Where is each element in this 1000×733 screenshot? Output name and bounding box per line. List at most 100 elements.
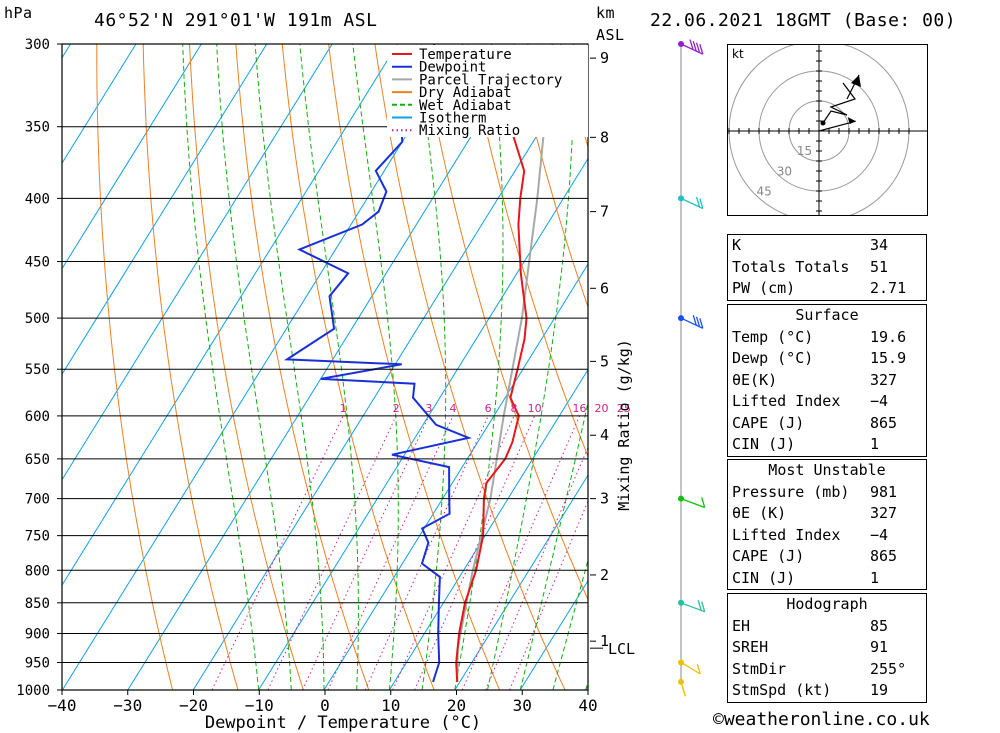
legend-background — [387, 45, 588, 137]
index-value: 981 — [870, 482, 898, 501]
mixing-ratio-line — [392, 415, 515, 690]
mixing-ratio-line — [327, 415, 454, 690]
index-value: 255° — [870, 659, 907, 678]
mixing-ratio-label: 4 — [449, 402, 456, 415]
dry-adiabat-line — [559, 44, 588, 149]
wet-adiabat-line — [552, 558, 588, 690]
mixing-ratio-label: 3 — [425, 402, 432, 415]
index-label: StmDir — [732, 659, 787, 678]
pressure-tick-label: 550 — [25, 362, 50, 378]
pressure-tick-label: 850 — [25, 596, 50, 612]
index-value: 85 — [870, 616, 889, 635]
mixing-ratio-label: 25 — [617, 402, 631, 415]
index-value: −4 — [870, 525, 889, 544]
hodograph-unit-label: kt — [732, 47, 744, 61]
hodograph-ring-label: 45 — [757, 184, 772, 198]
storm-motion-arrowhead — [847, 117, 856, 125]
pressure-tick-label: 700 — [25, 492, 50, 508]
isotherm-line — [62, 44, 398, 587]
km-tick-label: 2 — [600, 566, 609, 584]
legend-label: Mixing Ratio — [419, 123, 520, 139]
hodograph-table: Hodograph EH 85 SREH 91 StmDir 255° StmSpd (kt)… — [727, 593, 927, 703]
wind-barb-feather — [692, 315, 697, 326]
index-label: EH — [732, 616, 751, 635]
wet-adiabat-line — [182, 44, 260, 690]
most-unstable-table: Most Unstable Pressure (mb) 981 θE (K) 327 Li… — [727, 459, 927, 590]
pressure-tick-label: 400 — [25, 191, 50, 207]
pressure-tick-label: 600 — [25, 409, 50, 425]
km-tick-label: 7 — [600, 203, 609, 221]
dry-adiabat-line — [467, 44, 588, 458]
table-row: Totals Totals 51 — [728, 257, 927, 279]
mixing-ratio-label: 16 — [572, 402, 586, 415]
table-row: PW (cm) 2.71 — [728, 278, 927, 300]
wet-adiabat-line — [487, 44, 575, 690]
table-section-title: Hodograph — [786, 595, 868, 613]
index-value: −4 — [870, 392, 889, 410]
wet-adiabat-line — [519, 400, 588, 690]
table-row: CIN (J) 1 — [728, 568, 927, 590]
table-row: CAPE (J) 865 — [728, 546, 927, 568]
lcl-label: LCL — [608, 640, 635, 658]
temperature-tick-label: 10 — [381, 696, 400, 715]
index-value: 2.71 — [870, 279, 907, 297]
wet-adiabat-line — [216, 44, 292, 690]
wet-adiabat-line — [454, 44, 504, 690]
table-row: EH 85 — [728, 616, 927, 638]
table-row: CIN (J) 1 — [728, 434, 927, 456]
wind-barb-feather — [697, 600, 702, 611]
index-label: θE (K) — [732, 504, 787, 522]
wind-barb-feather — [695, 316, 701, 327]
km-tick-label: 8 — [600, 128, 609, 146]
mixing-ratio-line — [302, 415, 430, 690]
dry-adiabat-line — [235, 44, 370, 690]
pressure-tick-label: 800 — [25, 563, 50, 579]
index-value: 19.6 — [870, 327, 907, 346]
index-value: 19 — [870, 681, 889, 699]
table-row: StmDir 255° — [728, 659, 927, 681]
wind-barb-feather — [701, 497, 706, 508]
pressure-tick-label: 650 — [25, 452, 50, 468]
dry-adiabat-line — [328, 44, 501, 690]
index-label: CIN (J) — [732, 568, 796, 587]
wind-barb-feather — [692, 40, 697, 52]
legend-label: Parcel Trajectory — [419, 72, 562, 88]
hodograph-origin-dot — [820, 120, 826, 126]
isotherm-line — [62, 44, 333, 481]
mixing-ratio-label: 2 — [393, 402, 400, 415]
legend-label: Wet Adiabat — [419, 98, 512, 114]
index-value: 34 — [870, 236, 889, 254]
index-label: PW (cm) — [732, 279, 796, 297]
pressure-tick-label: 500 — [25, 311, 50, 327]
mixing-ratio-axis-label: Mixing Ratio (g/kg) — [615, 339, 633, 511]
km-tick-label: 4 — [600, 426, 609, 444]
table-row: CAPE (J) 865 — [728, 413, 927, 435]
pressure-tick-label: 750 — [25, 529, 50, 545]
isotherm-line — [62, 44, 202, 270]
isotherm-line — [258, 157, 588, 690]
isotherm-line — [651, 44, 720, 690]
table-section-title-row: Surface — [728, 305, 927, 327]
mixing-ratio-label: 10 — [528, 402, 542, 415]
km-tick-label: 6 — [600, 279, 609, 297]
legend-label: Isotherm — [419, 111, 486, 127]
km-tick-label: 5 — [600, 352, 609, 370]
table-row: Lifted Index −4 — [728, 525, 927, 547]
legend-label: Dry Adiabat — [419, 85, 512, 101]
index-value: 15.9 — [870, 349, 907, 367]
hodograph-ring-label: 30 — [777, 164, 792, 178]
index-value: 865 — [870, 413, 898, 432]
mixing-ratio-label: 20 — [594, 402, 608, 415]
pressure-tick-label: 950 — [25, 655, 50, 671]
dry-adiabat-line — [96, 44, 174, 690]
index-value: 91 — [870, 638, 889, 656]
datetime-title: 22.06.2021 18GMT (Base: 00) — [650, 10, 957, 31]
dry-adiabat-line — [653, 44, 720, 690]
pressure-tick-label: 450 — [25, 255, 50, 271]
table-section-title-row: Most Unstable — [728, 460, 927, 482]
dry-adiabat-line — [699, 44, 720, 690]
pressure-unit-label: hPa — [4, 4, 33, 22]
wind-barb-feather — [696, 663, 701, 675]
wind-barb-feather — [695, 42, 701, 53]
